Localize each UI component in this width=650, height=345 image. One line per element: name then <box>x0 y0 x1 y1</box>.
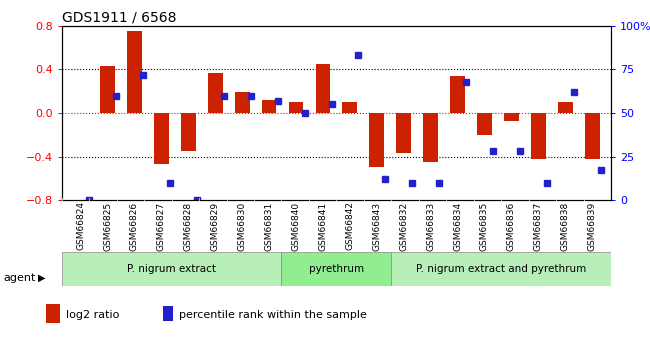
Bar <box>531 113 546 159</box>
Bar <box>289 102 304 113</box>
Bar <box>369 113 384 167</box>
Bar <box>315 64 330 113</box>
Bar <box>62 252 281 286</box>
Bar <box>208 73 222 113</box>
Text: percentile rank within the sample: percentile rank within the sample <box>179 310 367 319</box>
Bar <box>396 113 411 153</box>
Bar <box>281 252 391 286</box>
Bar <box>100 66 115 113</box>
Text: log2 ratio: log2 ratio <box>66 310 120 319</box>
Text: pyrethrum: pyrethrum <box>309 264 364 274</box>
Bar <box>585 113 599 159</box>
Bar <box>450 76 465 113</box>
Bar <box>235 92 250 113</box>
Bar <box>391 252 611 286</box>
Bar <box>477 113 492 135</box>
Bar <box>262 100 276 113</box>
Text: P. nigrum extract and pyrethrum: P. nigrum extract and pyrethrum <box>416 264 586 274</box>
Bar <box>423 113 438 162</box>
Text: agent: agent <box>3 273 36 283</box>
Text: P. nigrum extract: P. nigrum extract <box>127 264 216 274</box>
Bar <box>558 102 573 113</box>
Bar <box>504 113 519 121</box>
Text: GDS1911 / 6568: GDS1911 / 6568 <box>62 11 176 25</box>
Bar <box>162 306 173 321</box>
Text: ▶: ▶ <box>38 273 46 283</box>
Bar <box>46 304 60 323</box>
Bar <box>154 113 169 164</box>
Bar <box>181 113 196 151</box>
Bar <box>127 31 142 113</box>
Bar <box>343 102 358 113</box>
